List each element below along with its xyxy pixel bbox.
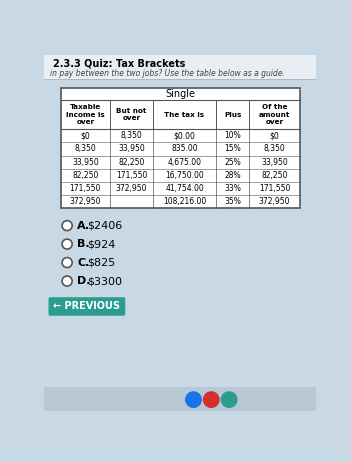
Text: 82,250: 82,250 (261, 170, 287, 180)
Text: 171,550: 171,550 (116, 170, 147, 180)
Text: ← PREVIOUS: ← PREVIOUS (53, 302, 120, 311)
Text: But not
over: But not over (116, 108, 147, 122)
Text: D.: D. (77, 276, 91, 286)
FancyBboxPatch shape (48, 297, 125, 316)
Text: $0.00: $0.00 (174, 131, 196, 140)
Text: $825: $825 (87, 258, 115, 267)
Bar (44, 387, 316, 411)
Text: Plus: Plus (224, 112, 241, 118)
Text: $3300: $3300 (87, 276, 122, 286)
Text: 2.3.3 Quiz: Tax Brackets: 2.3.3 Quiz: Tax Brackets (53, 58, 186, 68)
Text: $924: $924 (87, 239, 115, 249)
Text: Of the
amount
over: Of the amount over (259, 104, 290, 125)
Text: 10%: 10% (224, 131, 241, 140)
Text: $2406: $2406 (87, 221, 122, 231)
Text: 8,350: 8,350 (264, 145, 285, 153)
Text: The tax is: The tax is (165, 112, 205, 118)
Circle shape (62, 239, 72, 249)
Text: 8,350: 8,350 (121, 131, 142, 140)
Circle shape (62, 276, 72, 286)
Text: C.: C. (77, 258, 90, 267)
Text: 171,550: 171,550 (69, 184, 101, 193)
Text: 33,950: 33,950 (261, 158, 288, 167)
Text: 372,950: 372,950 (69, 197, 101, 206)
Text: B.: B. (77, 239, 90, 249)
Text: $0: $0 (270, 131, 279, 140)
Text: 16,750.00: 16,750.00 (165, 170, 204, 180)
Text: 15%: 15% (224, 145, 241, 153)
Text: 33,950: 33,950 (118, 145, 145, 153)
Circle shape (62, 258, 72, 267)
Circle shape (204, 392, 219, 407)
Text: 82,250: 82,250 (72, 170, 99, 180)
Text: 372,950: 372,950 (259, 197, 290, 206)
Text: 28%: 28% (224, 170, 241, 180)
Text: Taxable
income is
over: Taxable income is over (66, 104, 105, 125)
Circle shape (221, 392, 237, 407)
Text: 33,950: 33,950 (72, 158, 99, 167)
Text: $0: $0 (80, 131, 90, 140)
Text: 82,250: 82,250 (118, 158, 145, 167)
Text: 372,950: 372,950 (116, 184, 147, 193)
Text: 171,550: 171,550 (259, 184, 290, 193)
Text: 8,350: 8,350 (74, 145, 96, 153)
Text: 4,675.00: 4,675.00 (167, 158, 201, 167)
Text: 41,754.00: 41,754.00 (165, 184, 204, 193)
Text: 33%: 33% (224, 184, 241, 193)
Text: A.: A. (77, 221, 90, 231)
Text: 108,216.00: 108,216.00 (163, 197, 206, 206)
Circle shape (186, 392, 201, 407)
Text: 835.00: 835.00 (171, 145, 198, 153)
Circle shape (62, 221, 72, 231)
Text: Single: Single (165, 89, 195, 99)
Bar (44, 55, 316, 79)
Bar (61, 88, 300, 208)
Text: 35%: 35% (224, 197, 241, 206)
Text: 25%: 25% (224, 158, 241, 167)
Text: in pay between the two jobs? Use the table below as a guide.: in pay between the two jobs? Use the tab… (50, 69, 285, 78)
